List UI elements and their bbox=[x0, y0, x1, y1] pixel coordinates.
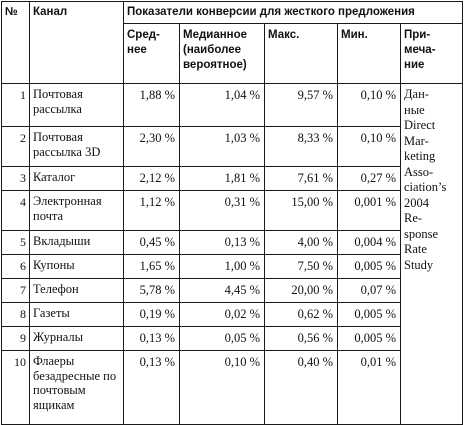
max-value: 7,50 % bbox=[264, 254, 338, 279]
table-row: 7 Телефон 5,78 % 4,45 % 20,00 % 0,07 % bbox=[1, 278, 463, 303]
header-num: № bbox=[1, 1, 30, 84]
row-number: 6 bbox=[1, 254, 30, 279]
median-value: 0,10 % bbox=[179, 350, 265, 425]
channel-name: Купоны bbox=[29, 254, 124, 279]
table-row: 3 Каталог 2,12 % 1,81 % 7,61 % 0,27 % bbox=[1, 166, 463, 191]
min-value: 0,07 % bbox=[337, 278, 401, 303]
average-value: 5,78 % bbox=[123, 278, 180, 303]
min-value: 0,005 % bbox=[337, 254, 401, 279]
median-value: 0,13 % bbox=[179, 230, 265, 255]
median-value: 1,04 % bbox=[179, 83, 265, 127]
channel-name: Телефон bbox=[29, 278, 124, 303]
min-value: 0,01 % bbox=[337, 350, 401, 425]
max-value: 0,40 % bbox=[264, 350, 338, 425]
average-value: 1,88 % bbox=[123, 83, 180, 127]
channel-name: Флаеры безадресные по почтовым ящикам bbox=[29, 350, 124, 425]
row-number: 2 bbox=[1, 126, 30, 167]
channel-name: Вкладыши bbox=[29, 230, 124, 255]
table-row: 8 Газеты 0,19 % 0,02 % 0,62 % 0,005 % bbox=[1, 302, 463, 327]
row-number: 1 bbox=[1, 83, 30, 127]
table-row: 6 Купоны 1,65 % 1,00 % 7,50 % 0,005 % bbox=[1, 254, 463, 279]
channel-name: Газеты bbox=[29, 302, 124, 327]
max-value: 8,33 % bbox=[264, 126, 338, 167]
row-number: 3 bbox=[1, 166, 30, 191]
median-value: 4,45 % bbox=[179, 278, 265, 303]
table-row: 10 Флаеры безадресные по почтовым ящикам 0… bbox=[1, 350, 463, 425]
row-number: 8 bbox=[1, 302, 30, 327]
median-value: 1,81 % bbox=[179, 166, 265, 191]
note-cell: Дан- ные Direct Mar- keting Asso- ciatio… bbox=[399, 83, 464, 425]
median-value: 1,00 % bbox=[179, 254, 265, 279]
channel-name: Почтовая рассылка bbox=[29, 83, 124, 127]
min-value: 0,004 % bbox=[337, 230, 401, 255]
header-median: Медианное (наиболее вероятное) bbox=[179, 23, 265, 84]
row-number: 4 bbox=[1, 190, 30, 231]
average-value: 0,19 % bbox=[123, 302, 180, 327]
table-row: 5 Вкладыши 0,45 % 0,13 % 4,00 % 0,004 % bbox=[1, 230, 463, 255]
header-max: Макс. bbox=[264, 23, 338, 84]
channel-name: Журналы bbox=[29, 326, 124, 351]
table-row: 2 Почтовая рассылка 3D 2,30 % 1,03 % 8,33 % 0… bbox=[1, 126, 463, 167]
average-value: 0,13 % bbox=[123, 326, 180, 351]
min-value: 0,27 % bbox=[337, 166, 401, 191]
average-value: 1,12 % bbox=[123, 190, 180, 231]
median-value: 0,31 % bbox=[179, 190, 265, 231]
table-row: 4 Электронная почта 1,12 % 0,31 % 15,00 % 0,0… bbox=[1, 190, 463, 231]
row-number: 9 bbox=[1, 326, 30, 351]
header-row-sub: Сред- нее Медианное (наиболее вероятное)… bbox=[2, 23, 464, 84]
median-value: 0,05 % bbox=[179, 326, 265, 351]
row-number: 10 bbox=[1, 350, 30, 425]
max-value: 20,00 % bbox=[264, 278, 338, 303]
max-value: 0,62 % bbox=[264, 302, 338, 327]
average-value: 2,12 % bbox=[123, 166, 180, 191]
median-value: 0,02 % bbox=[179, 302, 265, 327]
channel-name: Почтовая рассылка 3D bbox=[29, 126, 124, 167]
min-value: 0,005 % bbox=[337, 326, 401, 351]
min-value: 0,10 % bbox=[337, 126, 401, 167]
min-value: 0,10 % bbox=[337, 83, 401, 127]
table-row: 1 Почтовая рассылка 1,88 % 1,04 % 9,57 % 0,10… bbox=[1, 83, 464, 425]
max-value: 7,61 % bbox=[264, 166, 338, 191]
max-value: 4,00 % bbox=[264, 230, 338, 255]
max-value: 15,00 % bbox=[264, 190, 338, 231]
average-value: 1,65 % bbox=[123, 254, 180, 279]
row-number: 7 bbox=[1, 278, 30, 303]
table-row: 9 Журналы 0,13 % 0,05 % 0,56 % 0,005 % bbox=[1, 326, 463, 351]
header-row-top: № Канал Показатели конверсии для жестког… bbox=[1, 1, 464, 84]
min-value: 0,001 % bbox=[337, 190, 401, 231]
header-note: При- меча- ние bbox=[399, 23, 464, 84]
average-value: 2,30 % bbox=[123, 126, 180, 167]
max-value: 0,56 % bbox=[264, 326, 338, 351]
average-value: 0,45 % bbox=[123, 230, 180, 255]
max-value: 9,57 % bbox=[264, 83, 338, 127]
header-average: Сред- нее bbox=[123, 23, 180, 84]
row-number: 5 bbox=[1, 230, 30, 255]
average-value: 0,13 % bbox=[123, 350, 180, 425]
channel-name: Каталог bbox=[29, 166, 124, 191]
channel-name: Электронная почта bbox=[29, 190, 124, 231]
min-value: 0,005 % bbox=[337, 302, 401, 327]
median-value: 1,03 % bbox=[179, 126, 265, 167]
header-conversion-group: Показатели конверсии для жесткого предло… bbox=[122, 1, 464, 24]
header-channel: Канал bbox=[29, 1, 124, 84]
header-min: Мин. bbox=[337, 23, 401, 84]
